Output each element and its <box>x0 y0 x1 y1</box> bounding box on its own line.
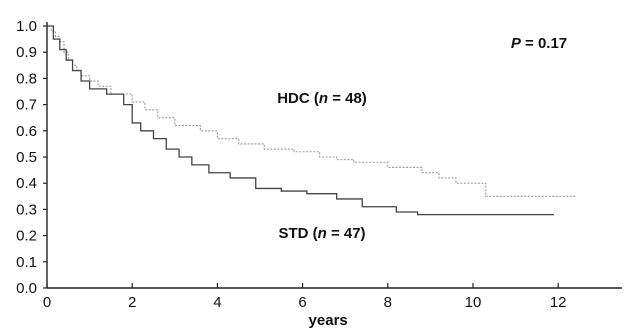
y-tick-label: 0.7 <box>16 97 37 114</box>
y-tick-label: 0.3 <box>16 201 37 218</box>
x-tick-label: 6 <box>298 294 306 311</box>
p-value-annotation: P = 0.17 <box>511 35 567 52</box>
y-tick-label: 0.1 <box>16 254 37 271</box>
x-tick-label: 10 <box>465 294 482 311</box>
x-tick-label: 12 <box>550 294 567 311</box>
x-tick-label: 0 <box>43 294 51 311</box>
y-tick-label: 0.8 <box>16 70 37 87</box>
p-value-text: = 0.17 <box>521 35 567 52</box>
x-tick-label: 2 <box>128 294 136 311</box>
y-ticks: 0.0 0.1 0.2 0.3 0.4 0.5 0.6 0.7 0.8 0.9 1.0 <box>16 18 47 297</box>
x-axis-title: years <box>309 312 348 329</box>
x-tick-label: 4 <box>213 294 221 311</box>
y-tick-label: 0.9 <box>16 44 37 61</box>
y-tick-label: 0.6 <box>16 123 37 140</box>
series-layer <box>47 25 576 216</box>
series-label-std-var: n <box>318 225 327 242</box>
series-label-std-suffix: = 47) <box>327 225 366 242</box>
series-std-curve <box>47 25 554 216</box>
y-tick-label: 0.2 <box>16 228 37 245</box>
series-label-std: STD (n = 47) <box>278 225 365 242</box>
series-hdc-curve <box>47 25 576 197</box>
y-tick-label: 0.5 <box>16 149 37 166</box>
y-tick-label: 0.4 <box>16 175 37 192</box>
series-label-std-prefix: STD ( <box>278 225 317 242</box>
p-value-symbol: P <box>511 35 522 52</box>
y-tick-label: 0.0 <box>16 280 37 297</box>
y-tick-label: 1.0 <box>16 18 37 35</box>
axes: 0.0 0.1 0.2 0.3 0.4 0.5 0.6 0.7 0.8 0.9 1.0 0 2 4 6 8 1… <box>16 18 622 311</box>
x-ticks: 0 2 4 6 8 10 12 <box>43 283 567 311</box>
series-label-hdc: HDC (n = 48) <box>277 90 367 107</box>
series-label-hdc-var: n <box>319 90 328 107</box>
series-label-hdc-suffix: = 48) <box>328 90 367 107</box>
x-tick-label: 8 <box>384 294 392 311</box>
series-label-hdc-prefix: HDC ( <box>277 90 319 107</box>
